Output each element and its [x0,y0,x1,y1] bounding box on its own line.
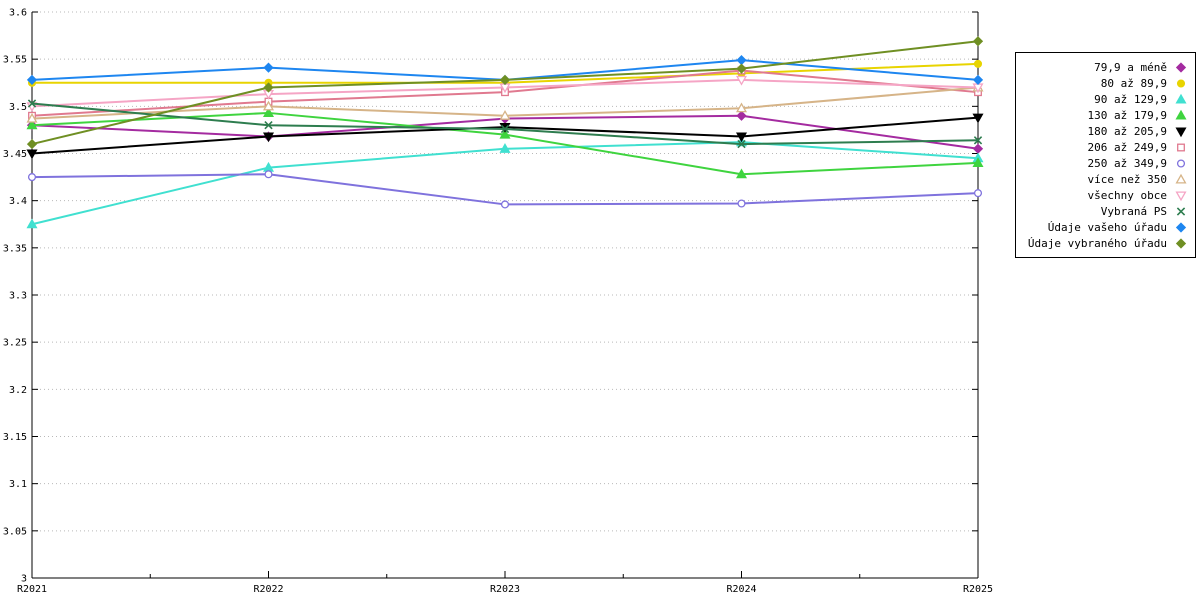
legend-label: 180 až 205,9 [1087,124,1167,138]
y-tick-label: 3.25 [3,338,27,349]
x-tick-label: R2024 [726,584,756,595]
y-tick-label: 3.3 [9,291,27,302]
legend-item: Údaje vybraného úřadu [1028,235,1189,251]
series-5 [26,113,984,160]
legend-item: Údaje vašeho úřadu [1028,219,1189,235]
legend-item: více než 350 [1028,171,1189,187]
series-9 [26,75,984,113]
circle-marker-icon [1176,158,1186,168]
y-tick-label: 3.5 [9,102,27,113]
legend-item: 90 až 129,9 [1028,91,1189,107]
legend-label: 250 až 349,9 [1087,156,1167,170]
y-tick-label: 3.6 [9,8,27,19]
legend-label: 79,9 a méně [1094,60,1167,74]
y-tick-label: 3.05 [3,526,27,537]
legend-item: 206 až 249,9 [1028,139,1189,155]
legend-item: 80 až 89,9 [1028,75,1189,91]
legend-label: 80 až 89,9 [1100,76,1167,90]
y-tick-label: 3.45 [3,149,27,160]
diamond-marker-icon [1175,221,1187,233]
square-marker-icon [1177,143,1185,151]
legend-item: 250 až 349,9 [1028,155,1189,171]
x-tick-label: R2023 [490,584,520,595]
y-tick-label: 3.1 [9,479,27,490]
x-tick-label: R2025 [963,584,993,595]
y-tick-label: 3.15 [3,432,27,443]
x-tick-label: R2021 [17,584,47,595]
x-axis-labels: R2021 R2022 R2023 R2024 R2025 [17,584,993,595]
y-tick-label: 3.55 [3,55,27,66]
triangle-down-marker-icon [1175,190,1187,201]
legend-label: všechny obce [1087,188,1167,202]
y-tick-label: 3 [21,574,27,585]
legend-item: všechny obce [1028,187,1189,203]
legend-label: 130 až 179,9 [1087,108,1167,122]
y-tick-label: 3.4 [9,196,27,207]
legend-label: 206 až 249,9 [1087,140,1167,154]
circle-marker-icon [1176,78,1186,88]
triangle-down-marker-icon [1175,126,1187,137]
triangle-up-marker-icon [1175,173,1187,184]
x-marker-icon [1176,206,1186,216]
chart-legend: 79,9 a méně 80 až 89,9 90 až 129,9 130 až 1… [1014,52,1196,258]
legend-item: 180 až 205,9 [1028,123,1189,139]
legend-label: 90 až 129,9 [1094,92,1167,106]
diamond-marker-icon [1175,61,1187,73]
series-10 [27,99,983,149]
legend-item: Vybraná PS [1028,203,1189,219]
legend-label: Údaje vybraného úřadu [1027,236,1167,250]
legend-label: více než 350 [1087,172,1167,186]
y-tick-label: 3.35 [3,243,27,254]
y-tick-label: 3.2 [9,385,27,396]
axis-ticks [31,11,979,579]
legend-item: 79,9 a méně [1028,59,1189,75]
triangle-up-marker-icon [1175,93,1187,104]
legend-item: 130 až 179,9 [1028,107,1189,123]
x-tick-label: R2022 [253,584,283,595]
series-7 [27,170,983,209]
series-12 [26,36,984,150]
triangle-up-marker-icon [1175,109,1187,120]
diamond-marker-icon [1175,237,1187,249]
series-3 [26,136,984,229]
legend-label: Vybraná PS [1100,204,1167,218]
y-axis-labels: 3 3.05 3.1 3.15 3.2 3.25 3.3 3.35 3.4 3.45 3.5 3.55… [3,8,27,585]
legend-label: Údaje vašeho úřadu [1047,220,1167,234]
